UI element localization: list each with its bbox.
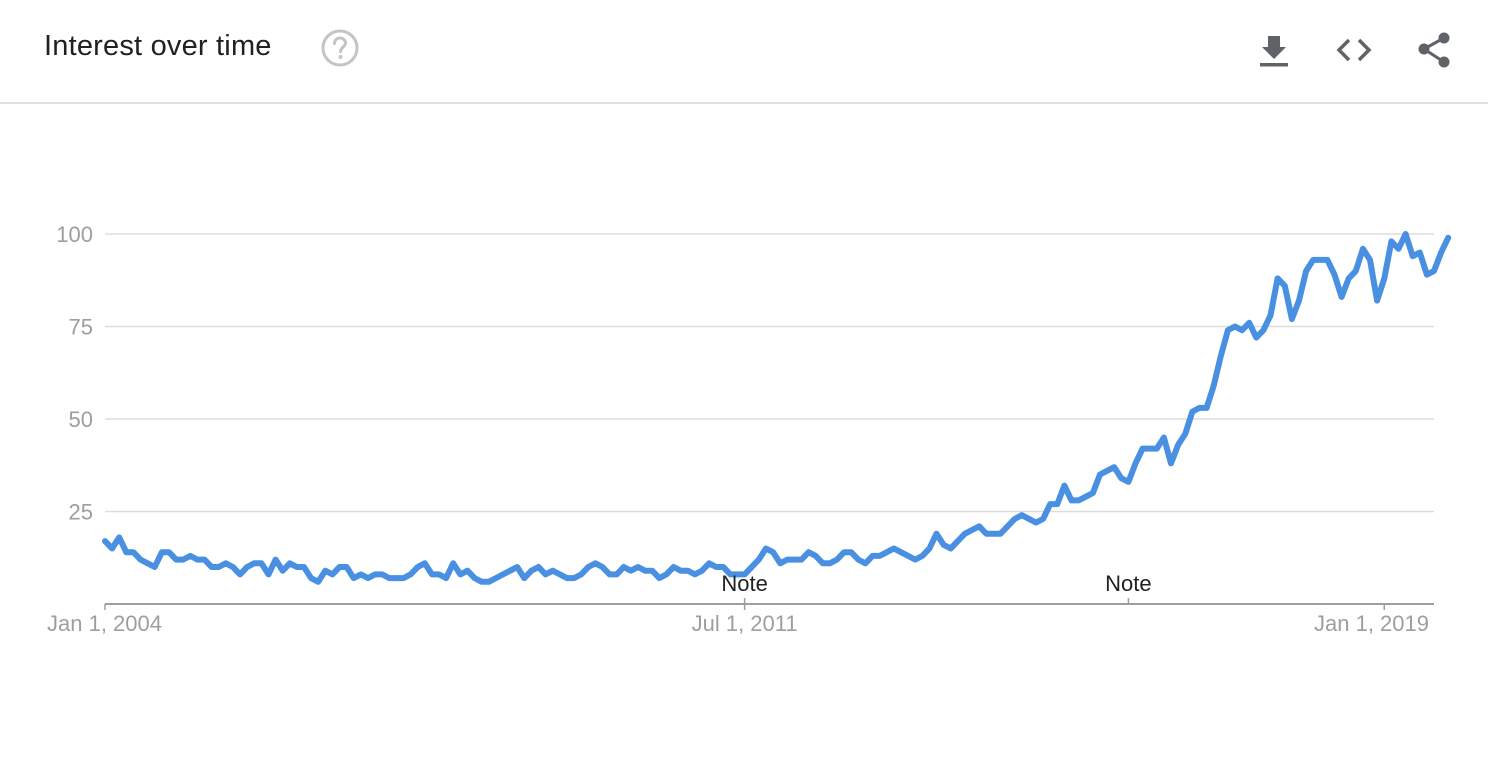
y-tick-label: 50 xyxy=(69,407,93,432)
chart-title: Interest over time xyxy=(44,30,272,62)
y-tick-label: 75 xyxy=(69,315,93,340)
x-tick-label: Jan 1, 2019 xyxy=(1314,611,1429,636)
note-annotation-label[interactable]: Note xyxy=(1105,571,1151,596)
series-line xyxy=(102,231,1452,585)
x-tick-label: Jul 1, 2011 xyxy=(692,611,798,636)
chart-header: Interest over time xyxy=(0,0,1488,104)
y-tick-label: 25 xyxy=(69,500,93,525)
code-brackets-icon[interactable] xyxy=(1334,30,1374,70)
note-annotation-label[interactable]: Note xyxy=(721,571,767,596)
download-icon[interactable] xyxy=(1254,30,1294,70)
y-tick-label: 100 xyxy=(56,222,93,247)
x-tick-label: Jan 1, 2004 xyxy=(47,611,162,636)
help-circle-icon[interactable] xyxy=(320,28,360,68)
interest-line-chart: 25 50 75 100 Jan 1, 2004 Jul 1, 2011 Jan 1, 20… xyxy=(47,222,1452,636)
share-icon[interactable] xyxy=(1414,30,1454,70)
